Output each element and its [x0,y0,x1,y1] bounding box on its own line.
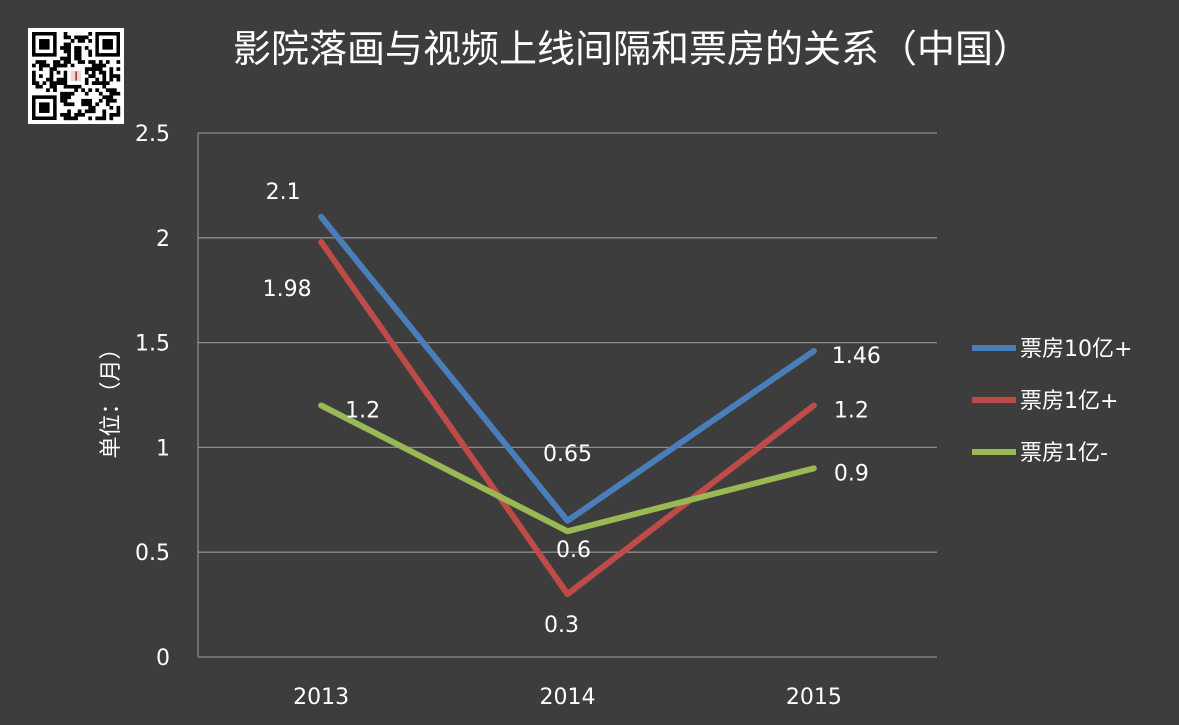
series-line [318,213,817,524]
data-label: 1.2 [345,398,380,423]
data-label: 1.98 [263,277,312,302]
y-tick-label: 1.5 [135,332,170,357]
y-tick-label: 0.5 [135,541,170,566]
x-tick-label: 2014 [540,685,596,710]
series-lines [318,213,817,598]
y-axis-ticks: 0 0.5 1 1.5 2 2.5 [135,122,170,671]
y-tick-label: 1 [156,436,170,461]
data-labels: 2.1 0.65 1.46 1.98 0.3 1.2 1.2 0.6 0.9 [263,180,881,638]
data-label: 1.46 [832,344,881,369]
qr-code-icon [28,28,124,124]
legend: 票房10亿+ 票房1亿+ 票房1亿- [972,337,1132,466]
y-tick-label: 2.5 [135,122,170,147]
y-tick-label: 2 [156,227,170,252]
data-label: 1.2 [834,398,869,423]
legend-label: 票房10亿+ [1020,337,1132,362]
x-tick-label: 2015 [786,685,842,710]
y-axis-label: 单位：（月） [99,337,124,458]
legend-label: 票房1亿- [1020,441,1108,466]
y-tick-label: 0 [156,646,170,671]
data-label: 0.65 [543,442,592,467]
data-label: 0.9 [834,461,869,486]
data-label: 0.3 [544,613,579,638]
legend-label: 票房1亿+ [1020,389,1118,414]
series-line [318,402,817,535]
grid-lines [197,132,937,658]
x-tick-label: 2013 [293,685,349,710]
data-label: 2.1 [266,180,301,205]
x-axis-ticks: 2013 2014 2015 [293,685,842,710]
data-label: 0.6 [556,538,591,563]
series-line [318,238,817,598]
chart-title: 影院落画与视频上线间隔和票房的关系（中国） [233,27,1031,71]
